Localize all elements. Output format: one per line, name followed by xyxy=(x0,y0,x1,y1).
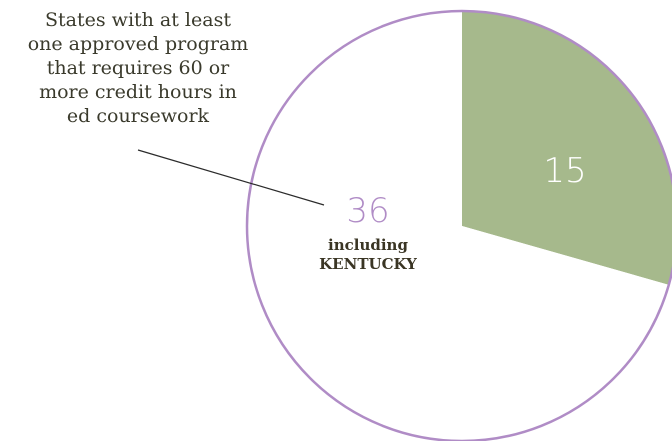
pie-slice-36 xyxy=(246,11,669,441)
callout-line-1: States with at least xyxy=(45,9,231,31)
callout-sublabel-line-1: including xyxy=(328,236,408,254)
pie-outline xyxy=(245,9,672,441)
slice-label-15: 15 xyxy=(543,151,586,191)
callout-line-4: more credit hours in xyxy=(39,81,237,103)
pie-slice-15 xyxy=(462,11,672,285)
callout-leader-line xyxy=(137,149,325,206)
slice-label-36: 36 xyxy=(346,191,389,231)
callout-sublabel-line-2: KENTUCKY xyxy=(319,255,417,273)
callout-line-3: that requires 60 or xyxy=(47,57,230,79)
callout-line-5: ed coursework xyxy=(67,105,210,127)
pie-slices xyxy=(246,11,672,441)
callout-line-2: one approved program xyxy=(28,33,249,55)
